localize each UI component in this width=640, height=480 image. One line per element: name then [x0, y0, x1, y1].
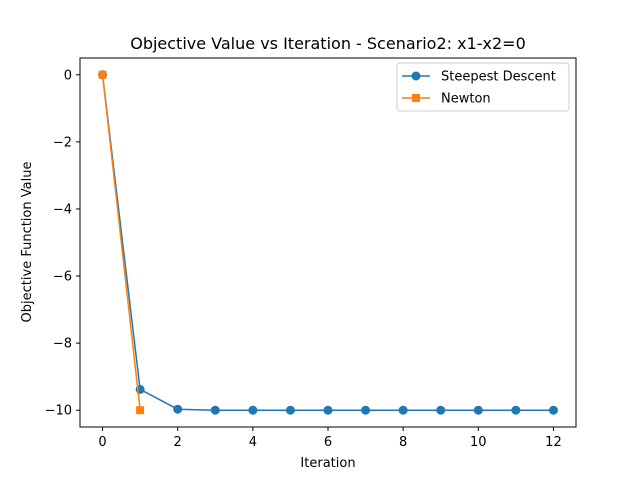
x-tick-label: 10 — [470, 435, 487, 450]
x-tick-label: 4 — [249, 435, 257, 450]
series-steepest-descent — [98, 70, 558, 415]
x-tick-label: 2 — [174, 435, 182, 450]
legend-label: Steepest Descent — [441, 70, 556, 85]
y-tick-label: −8 — [53, 337, 72, 352]
data-point-steepest-descent — [173, 404, 183, 414]
legend: Steepest Descent Newton — [396, 62, 570, 112]
data-point-steepest-descent — [285, 405, 295, 415]
plot-area — [98, 70, 558, 415]
data-point-steepest-descent — [248, 405, 258, 415]
y-tick-label: −2 — [53, 135, 72, 150]
legend-entries: Steepest Descent Newton — [402, 70, 556, 107]
data-point-steepest-descent — [398, 405, 408, 415]
data-point-steepest-descent — [323, 405, 333, 415]
data-point-steepest-descent — [210, 405, 220, 415]
data-point-newton — [98, 70, 107, 79]
series-line-newton — [101, 74, 141, 411]
legend-swatch-marker — [412, 94, 420, 102]
x-tick-label: 8 — [399, 435, 407, 450]
data-point-steepest-descent — [436, 405, 446, 415]
y-tick-label: −6 — [53, 270, 72, 285]
x-tick-label: 12 — [545, 435, 562, 450]
chart-title: Objective Value vs Iteration - Scenario2… — [130, 34, 526, 53]
series-line-steepest-descent — [101, 74, 554, 411]
legend-box — [396, 62, 570, 112]
legend-entry-newton: Newton — [402, 92, 491, 107]
legend-entry-steepest-descent: Steepest Descent — [402, 70, 556, 85]
data-point-steepest-descent — [361, 405, 371, 415]
plot-frame — [79, 57, 577, 428]
data-point-steepest-descent — [473, 405, 483, 415]
y-axis-label: Objective Function Value — [20, 162, 35, 323]
y-tick-label: −10 — [45, 404, 72, 419]
y-tick-label: 0 — [64, 68, 72, 83]
series-newton — [98, 70, 145, 415]
data-point-steepest-descent — [511, 405, 521, 415]
y-tick-label: −4 — [53, 202, 72, 217]
x-axis-ticks: 0 2 4 6 8 10 12 — [98, 427, 562, 450]
y-axis-ticks: 0 −2 −4 −6 −8 −10 — [45, 68, 80, 419]
legend-label: Newton — [441, 92, 491, 107]
x-tick-label: 6 — [324, 435, 332, 450]
x-axis-label: Iteration — [300, 456, 355, 471]
data-point-steepest-descent — [548, 405, 558, 415]
x-tick-label: 0 — [98, 435, 106, 450]
legend-swatch-marker — [411, 71, 421, 81]
data-point-newton — [136, 406, 145, 415]
